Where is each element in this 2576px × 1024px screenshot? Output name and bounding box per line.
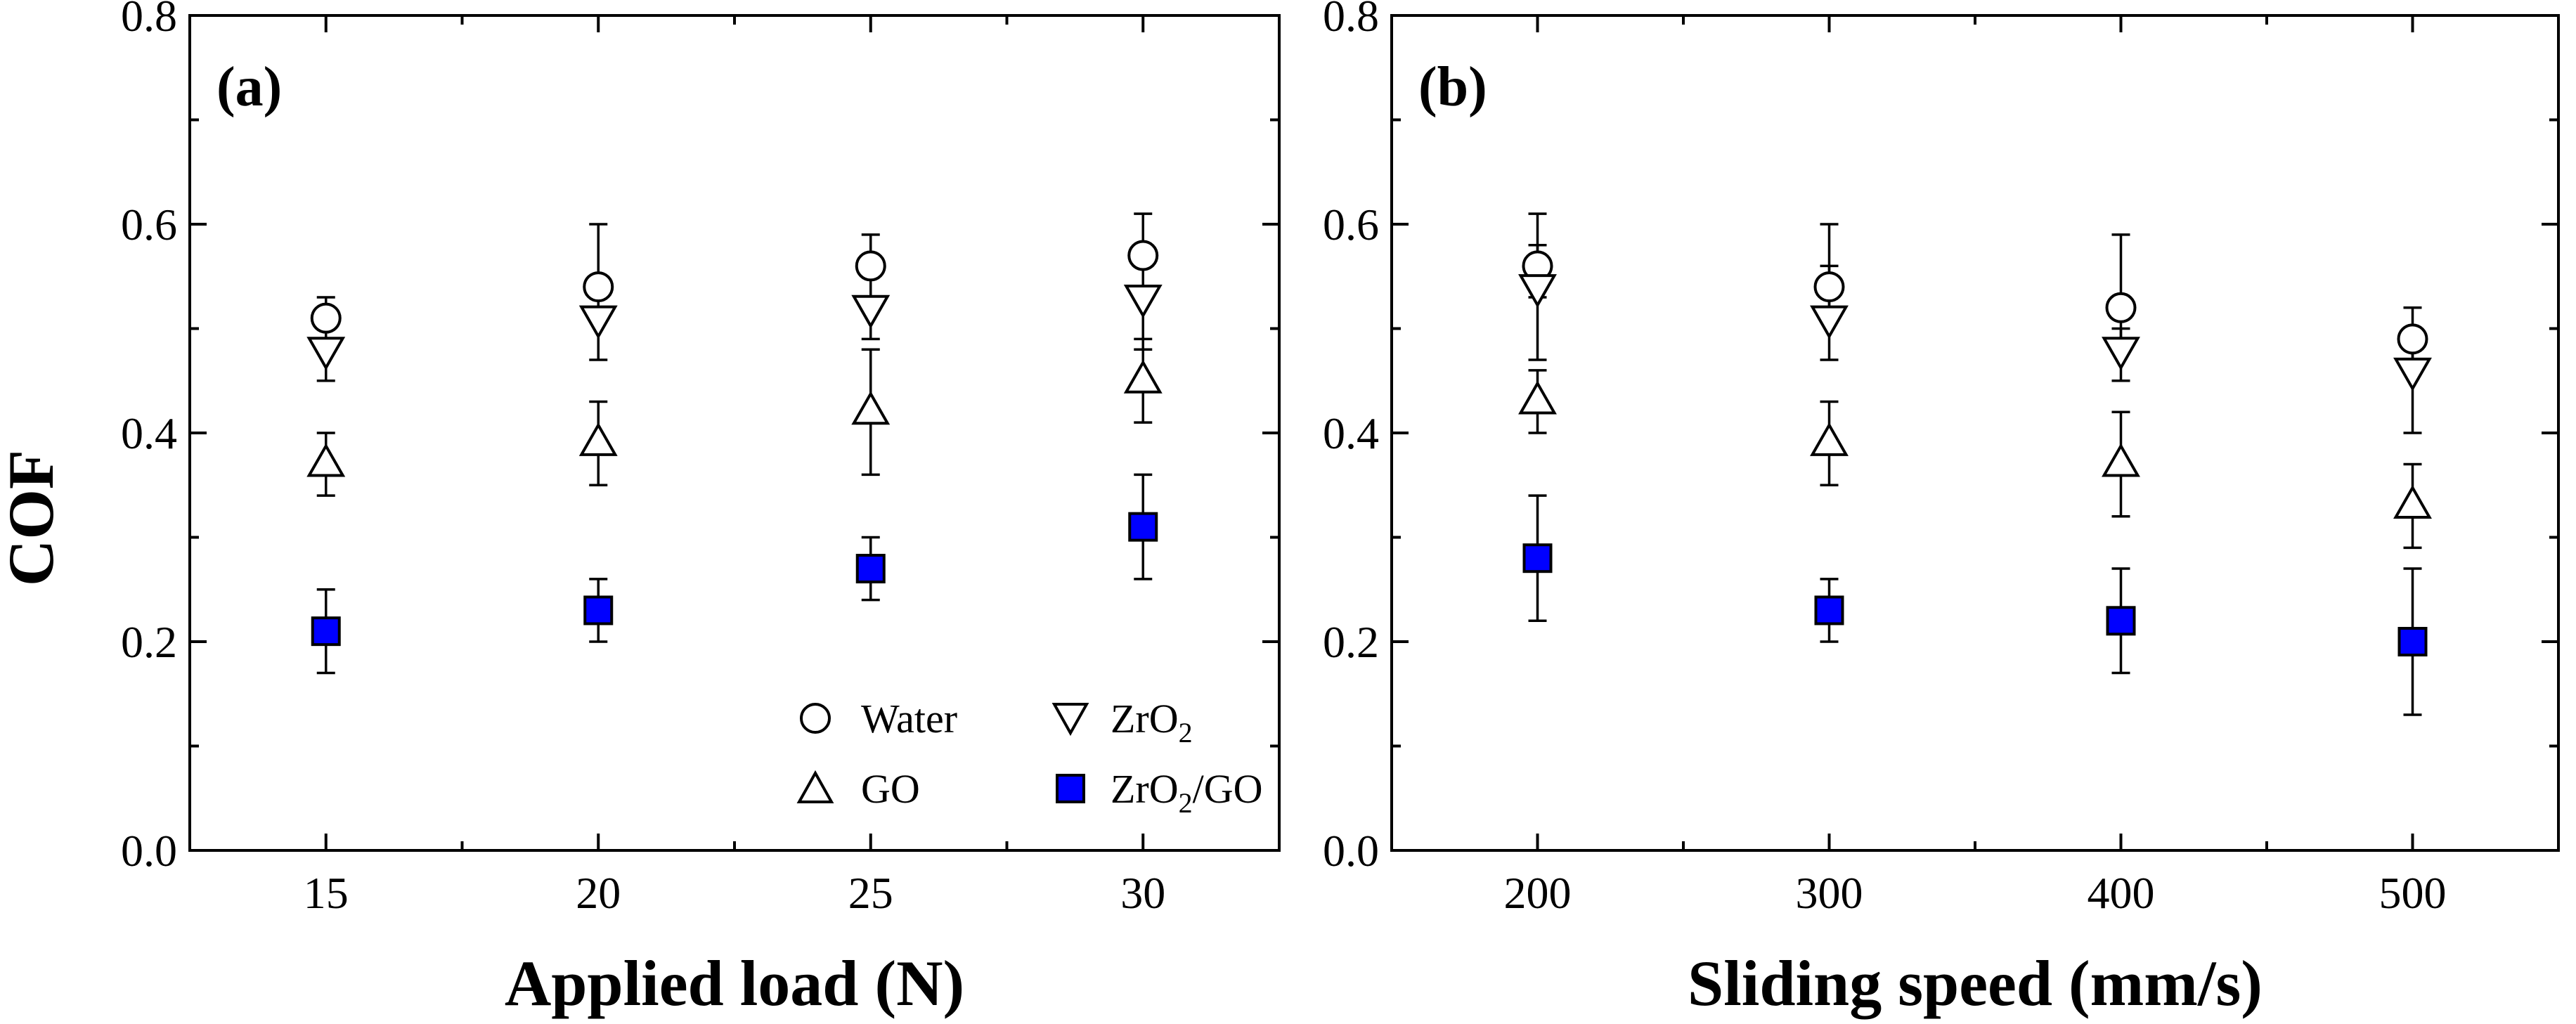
x-tick-label: 300	[1796, 868, 1863, 918]
y-tick-label: 0.2	[121, 617, 177, 667]
x-tick-label: 15	[304, 868, 349, 918]
data-point-water	[2105, 292, 2137, 323]
panel-label: (b)	[1418, 56, 1487, 118]
legend-label-zro2-go-main: ZrO	[1111, 766, 1179, 812]
legend-label-zro2-go: ZrO2/GO	[1111, 766, 1263, 819]
x-tick-label: 400	[2088, 868, 2155, 918]
x-tick-label: 25	[848, 868, 893, 918]
y-tick-label: 0.8	[121, 0, 177, 41]
legend-label-zro2: ZrO2	[1111, 696, 1193, 748]
y-axis-label: COF	[0, 450, 67, 586]
data-point-zro2-go	[2106, 606, 2136, 636]
x-tick-label: 20	[576, 868, 621, 918]
data-point-go	[851, 391, 891, 425]
data-point-go	[1518, 380, 1557, 415]
data-point-zro2	[1518, 274, 1557, 309]
data-point-zro2-go	[583, 595, 614, 626]
y-tick-label: 0.0	[1323, 826, 1379, 876]
legend-label-zro2-go-tail: /GO	[1193, 766, 1263, 812]
data-point-zro2-go	[1128, 512, 1158, 542]
panel-b: 0.0 0.2 0.4 0.6 0.8 200 300 400 500 Sliding speed…	[1323, 0, 2560, 1019]
legend-marker-zro2	[1051, 703, 1089, 737]
data-point-zro2-go	[1814, 595, 1844, 626]
legend-label-zro2-main: ZrO	[1111, 696, 1179, 741]
data-point-zro2	[2102, 337, 2140, 371]
data-point-zro2-go	[2397, 627, 2428, 656]
legend: Water ZrO2 GO ZrO2/GO	[796, 696, 1263, 819]
data-point-water	[1127, 240, 1159, 271]
legend-label-zro2-go-sub: 2	[1179, 787, 1193, 819]
y-tick-label: 0.0	[121, 826, 177, 876]
data-point-zro2-go	[855, 554, 886, 584]
plot-frame	[1390, 14, 2560, 852]
data-point-go	[1810, 422, 1849, 456]
data-point-zro2	[2393, 357, 2432, 391]
legend-marker-water	[800, 703, 831, 734]
y-tick-label: 0.2	[1323, 617, 1379, 667]
x-tick-label: 500	[2379, 868, 2447, 918]
data-point-zro2	[1123, 284, 1163, 318]
data-point-water	[2397, 323, 2428, 355]
data-point-go	[2102, 443, 2140, 477]
data-point-zro2	[306, 337, 346, 371]
y-tick-label: 0.6	[1323, 200, 1379, 249]
y-tick-label: 0.6	[121, 200, 177, 249]
legend-label-go: GO	[861, 766, 920, 812]
data-point-zro2	[578, 305, 618, 339]
data-point-water	[1813, 271, 1845, 303]
legend-marker-zro2-go	[1056, 774, 1085, 803]
data-point-go	[306, 443, 346, 477]
x-tick-label: 30	[1120, 868, 1165, 918]
data-point-zro2-go	[311, 616, 341, 647]
panel-a: 0.0 0.2 0.4 0.6 0.8 15 20 25 30 Applied load (N) (…	[121, 0, 1281, 1019]
panel-label: (a)	[216, 56, 282, 118]
data-point-go	[1123, 359, 1163, 394]
data-point-zro2-go	[1522, 543, 1553, 573]
y-tick-label: 0.8	[1323, 0, 1379, 41]
legend-label-water: Water	[861, 696, 957, 741]
data-point-zro2	[851, 294, 891, 329]
data-point-water	[310, 302, 342, 334]
y-tick-label: 0.4	[121, 408, 177, 458]
data-point-go	[578, 422, 618, 456]
data-point-water	[855, 250, 886, 282]
data-point-water	[583, 271, 614, 303]
legend-label-zro2-sub: 2	[1179, 717, 1193, 748]
x-tick-label: 200	[1504, 868, 1572, 918]
x-axis-label: Applied load (N)	[505, 947, 964, 1019]
x-axis-label: Sliding speed (mm/s)	[1688, 947, 2263, 1019]
legend-marker-go	[796, 770, 834, 803]
y-tick-label: 0.4	[1323, 408, 1379, 458]
data-point-go	[2393, 484, 2432, 519]
data-point-zro2	[1810, 305, 1849, 339]
